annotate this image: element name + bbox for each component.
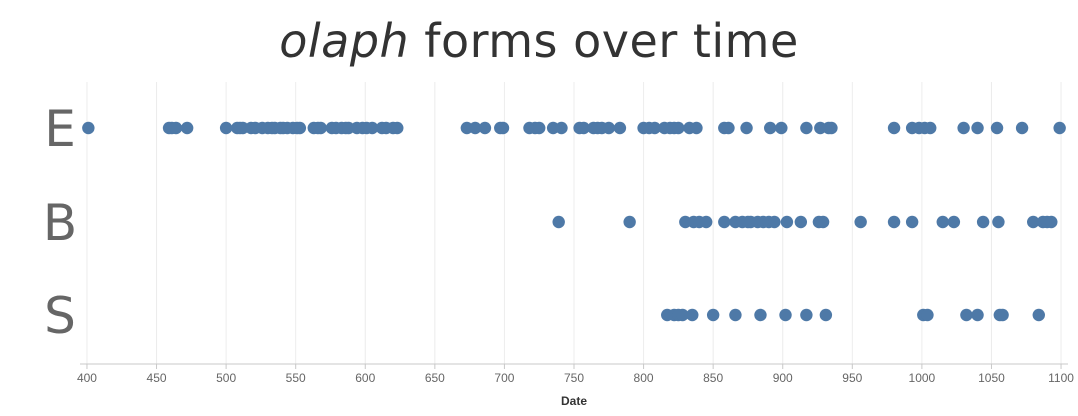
x-tick-label: 600 [355, 371, 375, 385]
data-point-S [800, 308, 813, 322]
data-point-E [825, 121, 838, 135]
row-label-E: E [44, 100, 76, 158]
x-tick-label: 750 [564, 371, 584, 385]
data-point-E [391, 121, 404, 135]
data-point-B [780, 215, 794, 229]
data-point-B [936, 215, 949, 229]
row-labels: EBS [43, 100, 77, 345]
row-label-B: B [43, 194, 77, 252]
data-point-E [775, 121, 788, 135]
x-tick-label: 950 [842, 371, 862, 385]
data-point-B [794, 215, 808, 229]
x-tick-label: 1100 [1048, 371, 1074, 385]
data-point-E [971, 121, 984, 135]
data-point-B [816, 215, 830, 229]
data-point-S [706, 308, 720, 322]
x-tick-label: 900 [773, 371, 793, 385]
data-point-E [496, 121, 510, 135]
data-point-B [699, 215, 713, 229]
data-point-E [169, 121, 183, 135]
data-point-B [1027, 215, 1040, 229]
x-tick-label: 850 [703, 371, 723, 385]
data-point-B [768, 215, 781, 229]
x-tick-label: 400 [77, 371, 97, 385]
row-label-S: S [44, 287, 76, 345]
x-tick-label: 550 [286, 371, 306, 385]
data-point-E [180, 121, 194, 135]
data-point-S [779, 308, 792, 322]
data-point-B [1045, 215, 1058, 229]
data-point-E [1053, 121, 1066, 135]
data-point-S [819, 308, 833, 322]
data-point-E [469, 121, 482, 135]
data-point-B [992, 215, 1005, 229]
data-point-E [314, 121, 327, 135]
data-point-B [552, 215, 565, 229]
data-point-E [672, 121, 685, 135]
data-point-E [648, 121, 661, 135]
data-point-E [990, 121, 1004, 135]
data-point-E [602, 121, 615, 135]
x-tick-label: 700 [494, 371, 514, 385]
x-tick-label: 450 [147, 371, 167, 385]
data-point-E [1015, 121, 1029, 135]
data-point-E [293, 121, 307, 135]
chart-title: olaph forms over time [0, 14, 1078, 68]
data-point-E [533, 121, 546, 135]
data-point-S [1032, 308, 1045, 322]
data-point-E [478, 121, 492, 135]
data-point-S [686, 308, 699, 322]
x-tick-label: 1000 [909, 371, 936, 385]
data-point-E [82, 121, 95, 135]
data-point-B [887, 215, 901, 229]
data-point-E [219, 121, 233, 135]
data-point-E [613, 121, 627, 135]
x-tick-label: 800 [634, 371, 654, 385]
data-point-E [366, 121, 379, 135]
data-point-E [764, 121, 777, 135]
data-point-E [555, 121, 568, 135]
x-tick-label: 650 [425, 371, 445, 385]
data-point-B [623, 215, 636, 229]
data-point-B [718, 215, 731, 229]
data-point-E [722, 121, 735, 135]
data-point-S [729, 308, 742, 322]
data-point-E [800, 121, 813, 135]
data-points [82, 121, 1066, 322]
x-axis-title: Date [561, 394, 587, 408]
data-point-B [976, 215, 990, 229]
data-point-E [740, 121, 753, 135]
data-point-S [754, 308, 767, 322]
data-point-B [854, 215, 867, 229]
data-point-E [577, 121, 590, 135]
data-point-S [996, 308, 1009, 322]
chart-title-rest: forms over time [409, 14, 799, 68]
data-point-B [905, 215, 919, 229]
data-point-S [921, 308, 934, 322]
x-axis: 400 450 500 550 600 650 700 750 800 850 900 950 1000… [77, 363, 1074, 385]
data-point-E [690, 121, 703, 135]
data-point-E [887, 121, 901, 135]
chart-title-italic: olaph [279, 14, 410, 68]
data-point-E [924, 121, 937, 135]
x-tick-label: 1050 [978, 371, 1005, 385]
data-point-S [971, 308, 984, 322]
data-point-S [676, 308, 689, 322]
data-point-B [947, 215, 961, 229]
data-point-S [960, 308, 973, 322]
x-tick-label: 500 [216, 371, 236, 385]
data-point-E [957, 121, 970, 135]
